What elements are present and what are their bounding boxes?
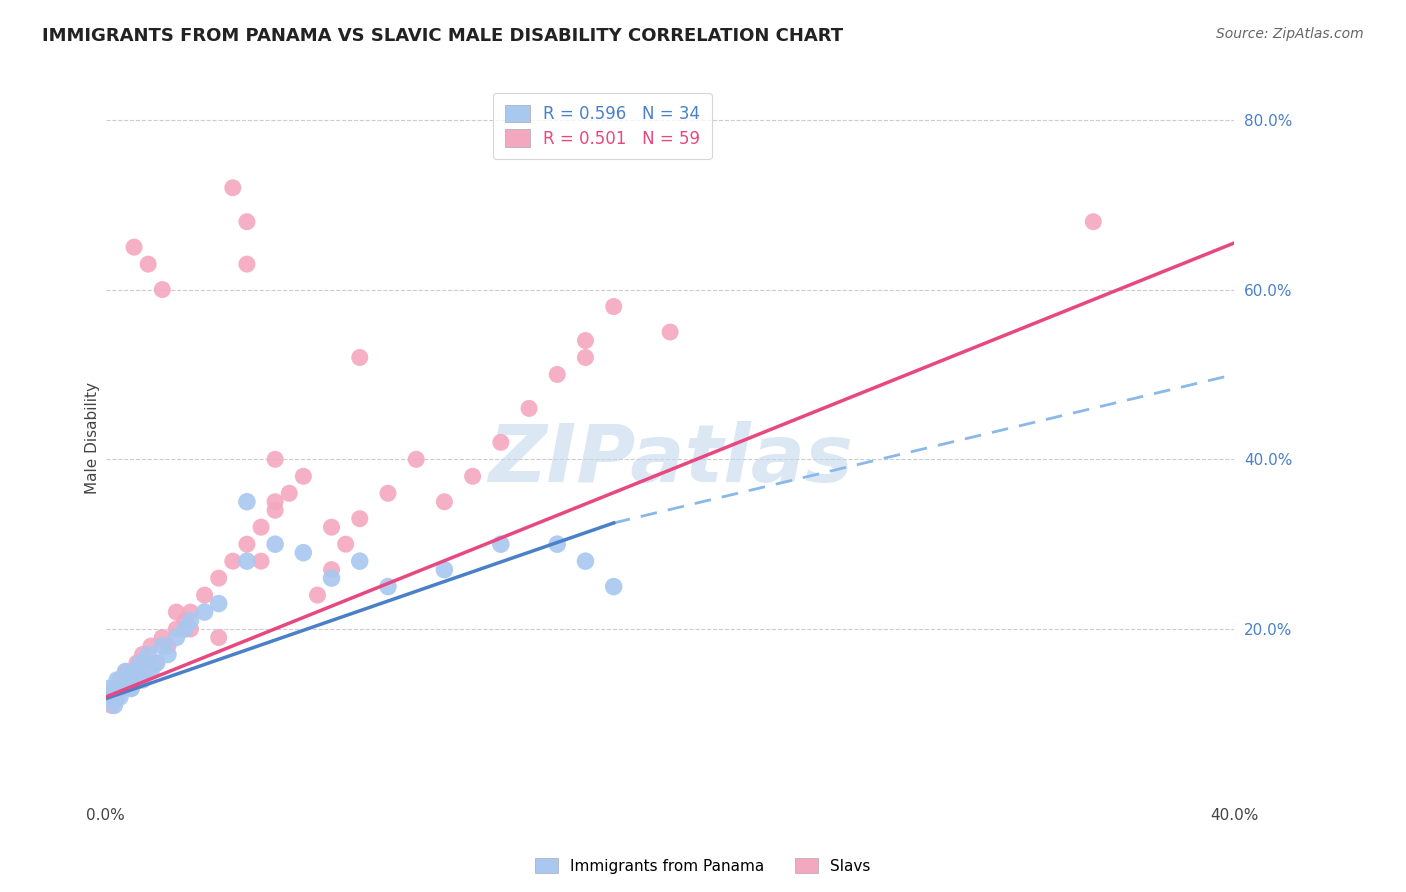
Point [156,639,179,653]
Point [349,351,371,365]
Point [117,673,139,687]
Point [236,554,259,568]
Point [250,554,273,568]
Point [236,537,259,551]
Point [120,681,142,696]
Point [433,494,456,508]
Point [222,180,245,194]
Point [128,673,150,687]
Point [349,512,371,526]
Point [136,257,159,271]
Point [574,334,596,348]
Point [250,520,273,534]
Point [120,681,142,696]
Point [122,240,145,254]
Point [321,520,343,534]
Point [103,681,125,696]
Point [114,665,136,679]
Point [659,325,682,339]
Point [546,537,568,551]
Point [489,435,512,450]
Point [489,537,512,551]
Point [111,681,134,696]
Point [131,648,153,662]
Point [264,503,287,517]
Point [307,588,329,602]
Point [122,665,145,679]
Point [103,698,125,713]
Text: IMMIGRANTS FROM PANAMA VS SLAVIC MALE DISABILITY CORRELATION CHART: IMMIGRANTS FROM PANAMA VS SLAVIC MALE DI… [42,27,844,45]
Point [97,690,120,704]
Point [208,597,231,611]
Point [145,656,167,670]
Point [150,631,173,645]
Point [236,215,259,229]
Point [97,681,120,696]
Legend: Immigrants from Panama, Slavs: Immigrants from Panama, Slavs [529,852,877,880]
Point [517,401,540,416]
Point [292,469,315,483]
Point [278,486,301,500]
Point [128,656,150,670]
Point [1083,215,1105,229]
Point [194,588,217,602]
Point [105,690,128,704]
Point [349,554,371,568]
Point [179,622,201,636]
Point [117,673,139,687]
Point [222,554,245,568]
Point [173,622,195,636]
Y-axis label: Male Disability: Male Disability [86,382,100,494]
Legend: R = 0.596   N = 34, R = 0.501   N = 59: R = 0.596 N = 34, R = 0.501 N = 59 [494,93,711,160]
Point [122,665,145,679]
Point [179,605,201,619]
Point [377,486,399,500]
Point [602,580,624,594]
Point [114,665,136,679]
Point [208,631,231,645]
Point [292,546,315,560]
Point [321,571,343,585]
Point [145,656,167,670]
Point [100,690,122,704]
Text: ZIPatlas: ZIPatlas [488,421,852,499]
Point [131,673,153,687]
Point [150,283,173,297]
Point [150,639,173,653]
Point [335,537,357,551]
Point [108,690,131,704]
Point [264,452,287,467]
Point [165,631,187,645]
Point [433,563,456,577]
Point [236,494,259,508]
Point [111,681,134,696]
Point [105,673,128,687]
Point [194,605,217,619]
Point [546,368,568,382]
Point [208,571,231,585]
Point [156,648,179,662]
Point [179,614,201,628]
Point [125,656,148,670]
Point [405,452,427,467]
Point [236,257,259,271]
Point [461,469,484,483]
Point [264,537,287,551]
Point [574,554,596,568]
Point [602,300,624,314]
Point [173,614,195,628]
Point [136,665,159,679]
Point [377,580,399,594]
Point [139,639,162,653]
Point [100,698,122,713]
Point [136,648,159,662]
Point [574,351,596,365]
Point [165,622,187,636]
Point [108,673,131,687]
Point [165,605,187,619]
Point [264,494,287,508]
Text: Source: ZipAtlas.com: Source: ZipAtlas.com [1216,27,1364,41]
Point [139,665,162,679]
Point [321,563,343,577]
